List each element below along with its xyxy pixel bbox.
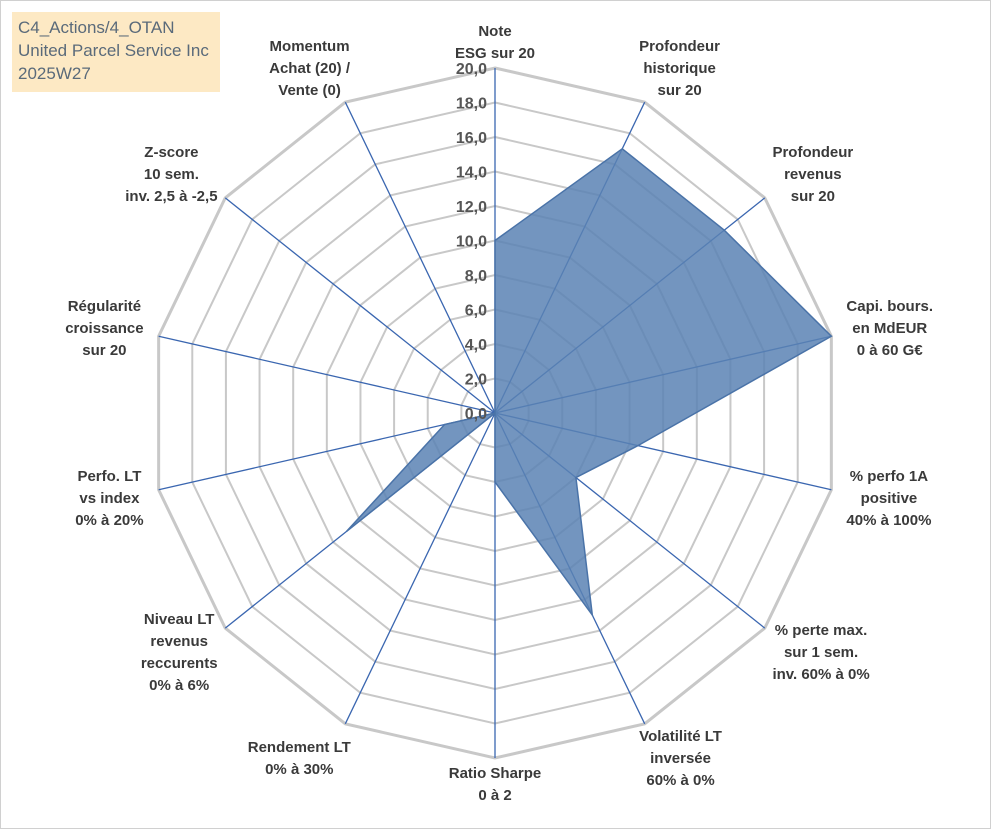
radar-axis-labels: Note ESG sur 20 Profondeur historique sur 20… (65, 23, 933, 804)
axis-spoke (158, 335, 496, 414)
r-tick-label: 0,0 (465, 406, 487, 423)
axis-label-line: Momentum (270, 38, 350, 55)
axis-label-line: % perfo 1A (850, 468, 929, 485)
axis-label-line: % perte max. (775, 622, 868, 639)
axis-label: Z-score 10 sem. inv. 2,5 à -2,5 (125, 144, 217, 205)
axis-label: Momentum Achat (20) / Vente (0) (269, 38, 351, 99)
axis-label-line: inv. 2,5 à -2,5 (125, 188, 217, 205)
r-tick-label: 4,0 (465, 337, 487, 354)
axis-label-line: Niveau LT (144, 611, 215, 628)
axis-spoke (158, 412, 496, 491)
axis-label-line: 60% à 0% (646, 772, 714, 789)
axis-label-line: revenus (784, 166, 842, 183)
axis-label: Volatilité LT inversée 60% à 0% (639, 728, 722, 789)
axis-label: % perte max. sur 1 sem. inv. 60% à 0% (772, 622, 869, 683)
title-line-1: C4_Actions/4_OTAN (18, 18, 175, 37)
r-tick-label: 16,0 (456, 130, 487, 147)
chart-title-box: C4_Actions/4_OTAN United Parcel Service … (12, 12, 220, 92)
axis-label-line: ESG sur 20 (455, 45, 535, 62)
axis-label-line: sur 20 (82, 342, 126, 359)
axis-label-line: Vente (0) (278, 82, 341, 99)
r-tick-label: 2,0 (465, 372, 487, 389)
axis-label-line: Rendement LT (248, 739, 351, 756)
axis-label-line: Note (478, 23, 511, 40)
axis-label: Ratio Sharpe 0 à 2 (449, 765, 542, 804)
axis-label: Perfo. LT vs index 0% à 20% (75, 468, 143, 529)
axis-label-line: Achat (20) / (269, 60, 351, 77)
r-tick-label: 14,0 (456, 165, 487, 182)
axis-label: Profondeur revenus sur 20 (772, 144, 853, 205)
axis-label: Niveau LT revenus reccurents 0% à 6% (141, 611, 218, 694)
r-tick-label: 18,0 (456, 96, 487, 113)
axis-label-line: Z-score (144, 144, 198, 161)
axis-label-line: 10 sem. (144, 166, 199, 183)
axis-spoke (344, 101, 496, 414)
r-tick-label: 10,0 (456, 234, 487, 251)
radar-tick-labels: 0,0 2,0 4,0 6,0 8,0 10,0 12,0 14,0 16,0 18,0 20,0 (456, 61, 487, 423)
axis-label-line: sur 1 sem. (784, 644, 858, 661)
axis-spoke (224, 197, 496, 414)
axis-label-line: sur 20 (791, 188, 835, 205)
axis-label-line: inv. 60% à 0% (772, 666, 869, 683)
axis-label: Profondeur historique sur 20 (639, 38, 720, 99)
axis-label: % perfo 1A positive 40% à 100% (846, 468, 931, 529)
r-tick-label: 8,0 (465, 268, 487, 285)
axis-label-line: revenus (150, 633, 208, 650)
r-tick-label: 6,0 (465, 303, 487, 320)
axis-label-line: 0 à 2 (478, 787, 511, 804)
axis-label-line: Capi. bours. (846, 298, 933, 315)
axis-label-line: positive (861, 490, 918, 507)
axis-label-line: Perfo. LT (77, 468, 141, 485)
axis-label-line: Ratio Sharpe (449, 765, 542, 782)
axis-label-line: vs index (79, 490, 140, 507)
axis-label-line: Profondeur (772, 144, 853, 161)
axis-label-line: Profondeur (639, 38, 720, 55)
axis-spoke (344, 412, 496, 725)
r-tick-label: 20,0 (456, 61, 487, 78)
axis-label-line: Régularité (68, 298, 141, 315)
axis-label-line: sur 20 (657, 82, 701, 99)
axis-label-line: historique (643, 60, 716, 77)
axis-label-line: 40% à 100% (846, 512, 931, 529)
axis-label-line: reccurents (141, 655, 218, 672)
r-tick-label: 12,0 (456, 199, 487, 216)
axis-label-line: Volatilité LT (639, 728, 722, 745)
title-line-3: 2025W27 (18, 64, 91, 83)
axis-label: Capi. bours. en MdEUR 0 à 60 G€ (846, 298, 933, 359)
axis-label-line: 0% à 6% (149, 677, 209, 694)
axis-label-line: 0% à 30% (265, 761, 333, 778)
axis-label: Rendement LT 0% à 30% (248, 739, 351, 778)
axis-label-line: 0% à 20% (75, 512, 143, 529)
series-area (346, 147, 833, 618)
axis-label-line: en MdEUR (852, 320, 927, 337)
title-line-2: United Parcel Service Inc (18, 41, 209, 60)
radar-series (346, 147, 833, 618)
axis-label-line: inversée (650, 750, 711, 767)
axis-label: Note ESG sur 20 (455, 23, 535, 62)
axis-label: Régularité croissance sur 20 (65, 298, 143, 359)
axis-label-line: croissance (65, 320, 143, 337)
axis-label-line: 0 à 60 G€ (857, 342, 924, 359)
